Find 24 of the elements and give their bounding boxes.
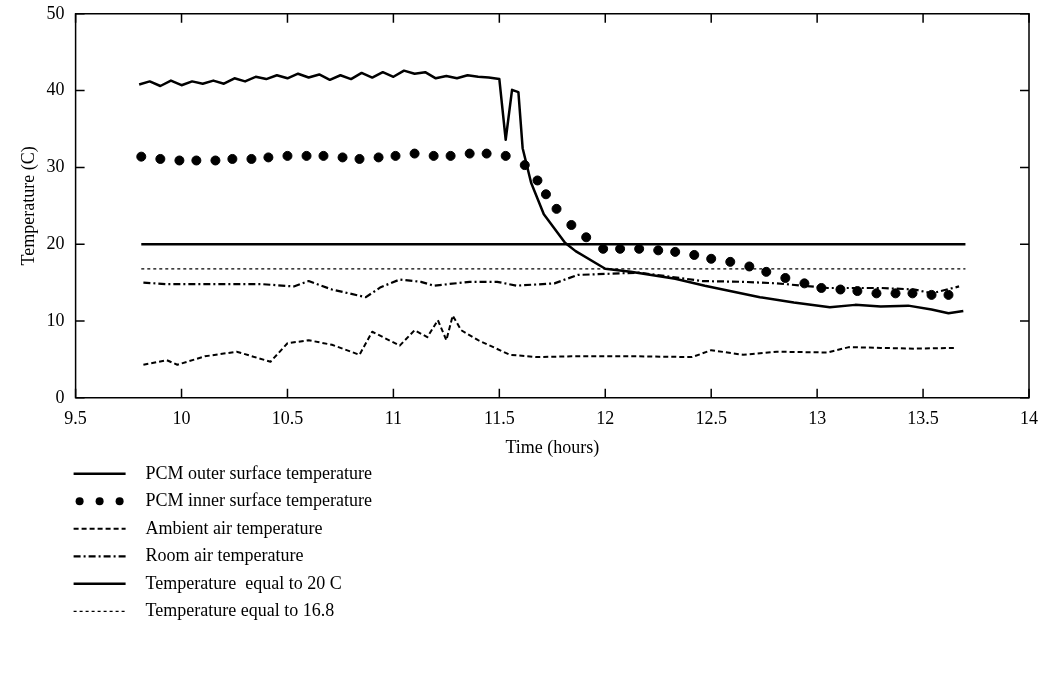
y-tick-label: 0 [55,386,65,407]
x-tick-label: 12.5 [695,408,727,429]
legend-label: Temperature equal to 16.8 [145,600,335,621]
legend-label: Ambient air temperature [145,517,323,538]
x-tick-label: 9.5 [64,408,87,429]
legend-label: PCM outer surface temperature [145,462,373,483]
y-tick-label: 50 [46,2,65,23]
legend-label: PCM inner surface temperature [145,490,373,511]
x-tick-label: 10.5 [271,408,304,429]
x-tick-label: 13 [808,408,827,429]
y-tick-label: 40 [46,79,65,100]
x-tick-label: 13.5 [907,408,939,429]
y-axis-title: Temperature (C) [17,146,39,266]
x-axis-title: Time (hours) [505,436,600,458]
legend-label: Room air temperature [145,545,304,566]
x-tick-label: 14 [1020,408,1038,429]
y-tick-label: 20 [46,232,65,253]
x-tick-label: 12 [596,408,615,429]
y-tick-label: 30 [46,156,65,177]
x-tick-label: 11.5 [483,408,515,429]
y-tick-label: 10 [46,309,65,330]
legend-label: Temperature equal to 20 C [145,572,342,593]
x-tick-label: 10 [172,408,191,429]
x-tick-label: 11 [384,408,403,429]
